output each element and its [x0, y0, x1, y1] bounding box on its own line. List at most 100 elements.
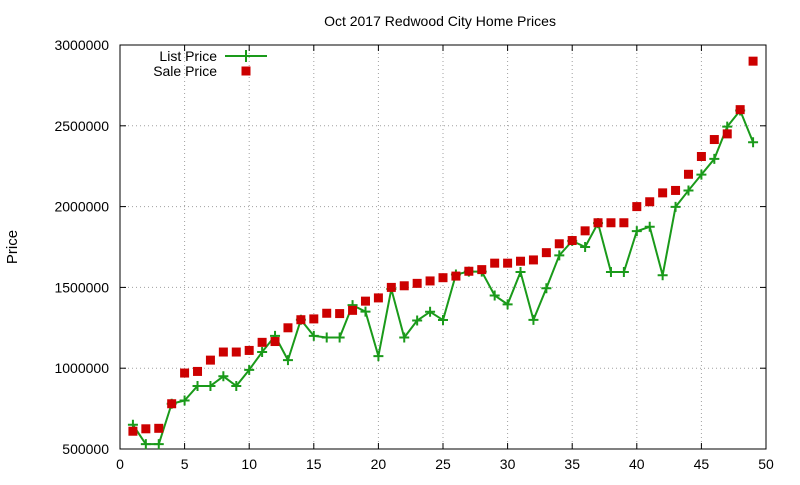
sale-price-point [154, 423, 164, 433]
list-price-point [644, 221, 655, 232]
list-price-point [489, 290, 500, 301]
sale-price-point [709, 135, 719, 145]
list-price-point [528, 314, 539, 325]
legend-swatch-sale-price-marker [241, 66, 251, 76]
list-price-point [748, 137, 759, 148]
list-price-point [308, 330, 319, 341]
sale-price-point [141, 424, 151, 434]
list-price-point [618, 267, 629, 278]
sale-price-point [360, 296, 370, 306]
axis-ticks [119, 44, 767, 450]
sale-price-point [696, 152, 706, 162]
list-price-point [334, 332, 345, 343]
sale-price-point [167, 399, 177, 409]
sale-price-point [270, 337, 280, 347]
list-price-point [282, 355, 293, 366]
legend: List Price Sale Price [153, 48, 267, 79]
list-price-point [373, 351, 384, 362]
sale-price-point [722, 129, 732, 139]
y-axis-tick-labels: 500000 1000000 1500000 2000000 2500000 300000… [54, 37, 109, 457]
sale-price-point [205, 355, 215, 365]
sale-price-point [386, 282, 396, 292]
x-tick-label: 40 [629, 456, 645, 472]
sale-price-point [606, 218, 616, 228]
sale-price-point [309, 314, 319, 324]
list-price-point [515, 267, 526, 278]
y-tick-label: 500000 [62, 441, 109, 457]
x-axis-tick-labels: 0 5 10 15 20 25 30 35 40 45 50 [116, 456, 774, 472]
sale-price-point [516, 256, 526, 266]
y-tick-label: 1000000 [54, 360, 109, 376]
sale-price-point [528, 255, 538, 265]
sale-price-point [567, 236, 577, 246]
x-tick-label: 30 [500, 456, 516, 472]
list-price-point [696, 169, 707, 180]
chart-title: Oct 2017 Redwood City Home Prices [324, 13, 556, 29]
list-price-point [321, 332, 332, 343]
sale-price-point [632, 202, 642, 212]
list-price-point [541, 283, 552, 294]
sale-price-point [218, 347, 228, 357]
legend-label-list-price: List Price [159, 48, 217, 64]
x-tick-label: 5 [181, 456, 189, 472]
x-tick-label: 10 [241, 456, 257, 472]
sale-price-point [193, 366, 203, 376]
sale-price-point [541, 248, 551, 258]
sale-price-point [180, 368, 190, 378]
sale-price-point [425, 276, 435, 286]
sale-price-point [671, 185, 681, 195]
x-tick-label: 45 [694, 456, 710, 472]
x-tick-label: 15 [306, 456, 322, 472]
sale-price-point [683, 169, 693, 179]
list-price-point [657, 270, 668, 281]
list-price-point [412, 315, 423, 326]
list-price-point [257, 347, 268, 358]
x-tick-label: 20 [371, 456, 387, 472]
y-axis-label: Price [4, 230, 21, 264]
y-tick-label: 1500000 [54, 279, 109, 295]
series [127, 56, 759, 450]
x-tick-label: 35 [564, 456, 580, 472]
sale-price-point [373, 293, 383, 303]
sale-price-point [322, 308, 332, 318]
list-price-point [244, 364, 255, 375]
sale-price-point [257, 337, 267, 347]
sale-price-point [748, 56, 758, 66]
list-price-point [205, 380, 216, 391]
list-price-point [218, 371, 229, 382]
list-price-point [683, 185, 694, 196]
list-price-point [554, 250, 565, 261]
sale-price-point [658, 188, 668, 198]
list-price-point [153, 439, 164, 450]
list-price-point [192, 380, 203, 391]
sale-price-point [580, 226, 590, 236]
sale-price-point [335, 309, 345, 319]
sale-price-point [593, 218, 603, 228]
legend-swatch-list-price-marker [240, 50, 252, 62]
list-price-point [502, 299, 513, 310]
sale-price-point [128, 426, 138, 436]
grid [120, 45, 766, 449]
sale-price-point [490, 258, 500, 268]
list-price-point [605, 267, 616, 278]
sale-price-point [503, 258, 513, 268]
sale-price-point [438, 273, 448, 283]
list-price-point [179, 395, 190, 406]
legend-label-sale-price: Sale Price [153, 63, 217, 79]
list-price-point [670, 201, 681, 212]
y-tick-label: 2000000 [54, 199, 109, 215]
sale-price-point [735, 105, 745, 115]
y-tick-label: 2500000 [54, 118, 109, 134]
sale-price-point [412, 278, 422, 288]
list-price-point [709, 153, 720, 164]
list-price-point [399, 332, 410, 343]
x-tick-label: 50 [758, 456, 774, 472]
sale-price-point [619, 218, 629, 228]
x-tick-label: 0 [116, 456, 124, 472]
sale-price-point [645, 197, 655, 207]
sale-price-point [348, 305, 358, 315]
sale-price-point [244, 345, 254, 355]
sale-price-point [296, 315, 306, 325]
sale-price-point [399, 281, 409, 291]
